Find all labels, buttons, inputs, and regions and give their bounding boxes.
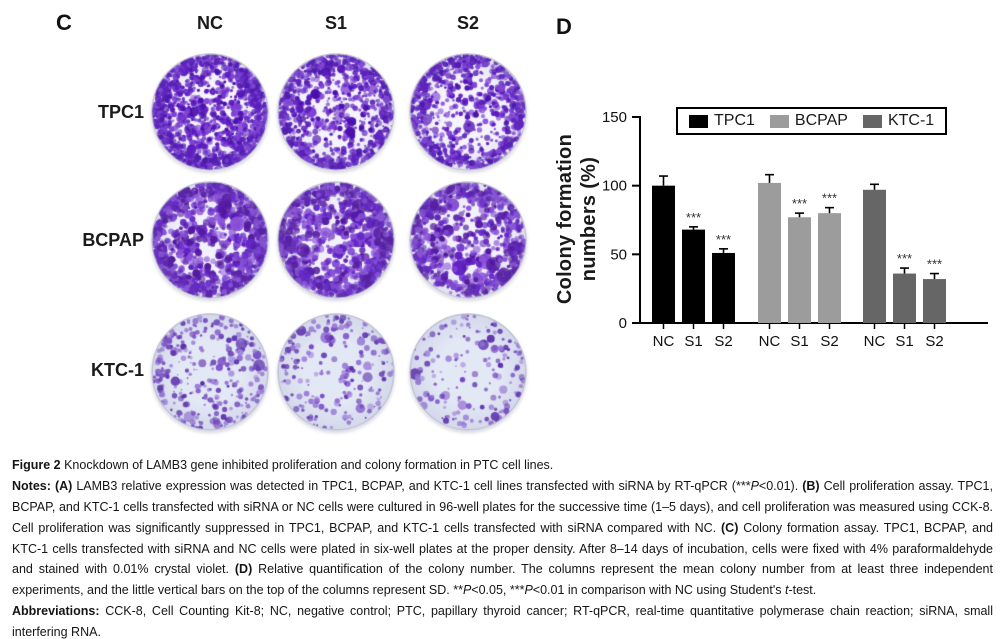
- x-tick-label: S2: [820, 333, 838, 350]
- chart-legend: TPC1 BCPAP KTC-1: [676, 107, 948, 135]
- y-tick-label: 0: [619, 315, 627, 332]
- dish-tpc1-nc: [151, 53, 269, 171]
- significance-label: ***: [716, 232, 731, 247]
- x-tick-label: NC: [864, 333, 886, 350]
- dish-ktc1-s1: [277, 313, 395, 431]
- caption-text: Knockdown of LAMB3 gene inhibited prolif…: [64, 458, 554, 472]
- bar-bcpap-nc: [758, 182, 781, 323]
- caption-text: Colony formation assay. TPC1, BCPAP, and…: [12, 520, 993, 577]
- legend-swatch: [769, 114, 789, 128]
- x-tick-label: NC: [759, 333, 781, 350]
- row-label-bcpap: BCPAP: [82, 230, 144, 250]
- caption-text: Cell proliferation assay. TPC1, BCPAP, a…: [12, 478, 993, 535]
- significance-label: ***: [822, 191, 837, 206]
- colony-bar-chart: 0 50 100 150 NC *** S1 *** S2 NC *** S1 *** S2 NC *** S1…: [540, 85, 1004, 375]
- caption-paragraph: Notes: (A) LAMB3 relative expression was…: [12, 476, 993, 601]
- x-tick-label: S1: [790, 333, 808, 350]
- caption-text: (A): [54, 478, 77, 493]
- row-label-ktc1: KTC-1: [91, 360, 144, 380]
- legend-swatch: [689, 114, 708, 128]
- caption-text: P: [750, 478, 759, 493]
- dish-bcpap-nc: [151, 181, 269, 299]
- y-tick-label: 50: [610, 246, 627, 263]
- bar-tpc1-nc: [652, 185, 675, 323]
- bar-ktc-1-s2: [923, 279, 946, 323]
- dish-ktc1-s2: [409, 313, 527, 431]
- bar-bcpap-s1: [788, 217, 811, 323]
- caption-text: <0.05, ***: [471, 583, 525, 598]
- legend-swatch: [862, 114, 882, 128]
- legend-label: TPC1: [714, 112, 755, 129]
- significance-label: ***: [686, 210, 701, 225]
- chart-canvas: 0 50 100 150 NC *** S1 *** S2 NC *** S1 *** S2 NC *** S1…: [602, 109, 988, 350]
- legend-label: KTC-1: [887, 112, 935, 129]
- caption-text: (B): [802, 478, 824, 493]
- column-header-s1: S1: [324, 13, 348, 33]
- x-tick-label: S2: [925, 333, 943, 350]
- x-tick-label: S1: [895, 333, 913, 350]
- legend-item-ktc-1: KTC-1: [862, 112, 935, 130]
- caption-text: -test.: [788, 583, 817, 598]
- dish-tpc1-s2: [409, 53, 527, 171]
- column-header-s2: S2: [456, 13, 480, 33]
- dish-ktc1-nc: [151, 313, 269, 431]
- bar-tpc1-s2: [712, 252, 735, 323]
- x-tick-label: S1: [684, 333, 702, 350]
- caption-text: (D): [234, 562, 259, 577]
- dish-tpc1-s1: [277, 53, 395, 171]
- bar-tpc1-s1: [682, 229, 705, 323]
- significance-label: ***: [897, 251, 912, 266]
- caption-text: Relative quantification of the colony nu…: [12, 562, 993, 598]
- caption-text: P: [524, 583, 533, 598]
- x-tick-label: S2: [714, 333, 732, 350]
- caption-paragraph: Figure 2 Knockdown of LAMB3 gene inhibit…: [12, 455, 993, 476]
- y-tick-label: 150: [602, 109, 627, 126]
- caption-text: LAMB3 relative expression was detected i…: [76, 478, 751, 493]
- legend-item-bcpap: BCPAP: [769, 112, 848, 130]
- bar-ktc-1-nc: [863, 189, 886, 323]
- figure-caption: Figure 2 Knockdown of LAMB3 gene inhibit…: [12, 455, 993, 639]
- caption-text: <0.01 in comparison with NC using Studen…: [532, 583, 785, 598]
- bar-ktc-1-s1: [893, 273, 916, 323]
- caption-text: Figure 2: [12, 458, 65, 472]
- dish-bcpap-s1: [277, 181, 395, 299]
- caption-text: (C): [721, 520, 744, 535]
- dish-bcpap-s2: [409, 181, 527, 299]
- caption-text: <0.01).: [758, 478, 803, 493]
- panel-d-label: D: [556, 14, 572, 39]
- caption-text: Notes:: [12, 478, 55, 493]
- panel-c-label: C: [56, 10, 72, 35]
- caption-paragraph: Abbreviations: CCK-8, Cell Counting Kit-…: [12, 601, 993, 639]
- significance-label: ***: [927, 257, 942, 272]
- column-header-nc: NC: [197, 13, 223, 33]
- caption-text: P: [462, 583, 472, 598]
- legend-label: BCPAP: [794, 112, 848, 129]
- bar-bcpap-s2: [818, 213, 841, 323]
- significance-label: ***: [792, 196, 807, 211]
- x-tick-label: NC: [653, 333, 675, 350]
- legend-item-tpc1: TPC1: [689, 112, 755, 130]
- caption-text: t: [784, 583, 789, 598]
- caption-text: CCK-8, Cell Counting Kit-8; NC, negative…: [12, 604, 993, 639]
- caption-text: Abbreviations:: [12, 604, 106, 619]
- y-tick-label: 100: [602, 178, 627, 195]
- row-label-tpc1: TPC1: [97, 102, 144, 122]
